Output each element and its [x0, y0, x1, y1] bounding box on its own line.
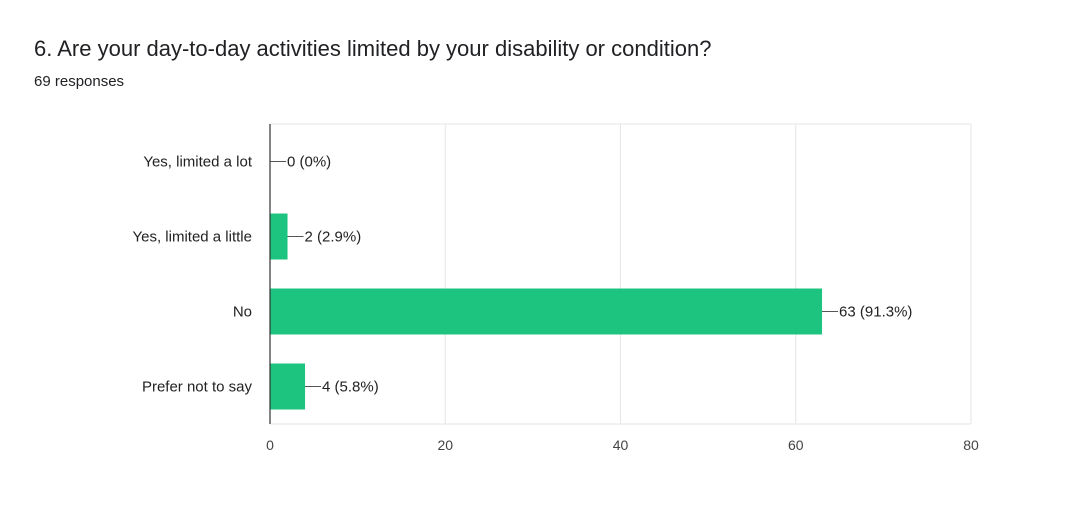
data-label-2: 63 (91.3%)	[839, 304, 912, 321]
x-tick-label-4: 80	[963, 437, 979, 453]
x-tick-label-1: 20	[437, 437, 453, 453]
x-tick-label-3: 60	[788, 437, 804, 453]
category-label-1: Yes, limited a little	[132, 229, 252, 246]
x-tick-label-0: 0	[266, 437, 274, 453]
bar-2	[270, 288, 823, 335]
data-label-1: 2 (2.9%)	[305, 229, 362, 246]
question-title: 6. Are your day-to-day activities limite…	[34, 36, 712, 61]
data-label-3: 4 (5.8%)	[322, 379, 379, 396]
response-count: 69 responses	[34, 73, 125, 90]
category-label-0: Yes, limited a lot	[143, 154, 253, 171]
category-label-2: No	[233, 304, 252, 321]
bar-1	[270, 213, 288, 260]
x-tick-label-2: 40	[613, 437, 629, 453]
bar-3	[270, 363, 306, 410]
data-label-0: 0 (0%)	[287, 154, 331, 171]
category-label-3: Prefer not to say	[142, 379, 253, 396]
